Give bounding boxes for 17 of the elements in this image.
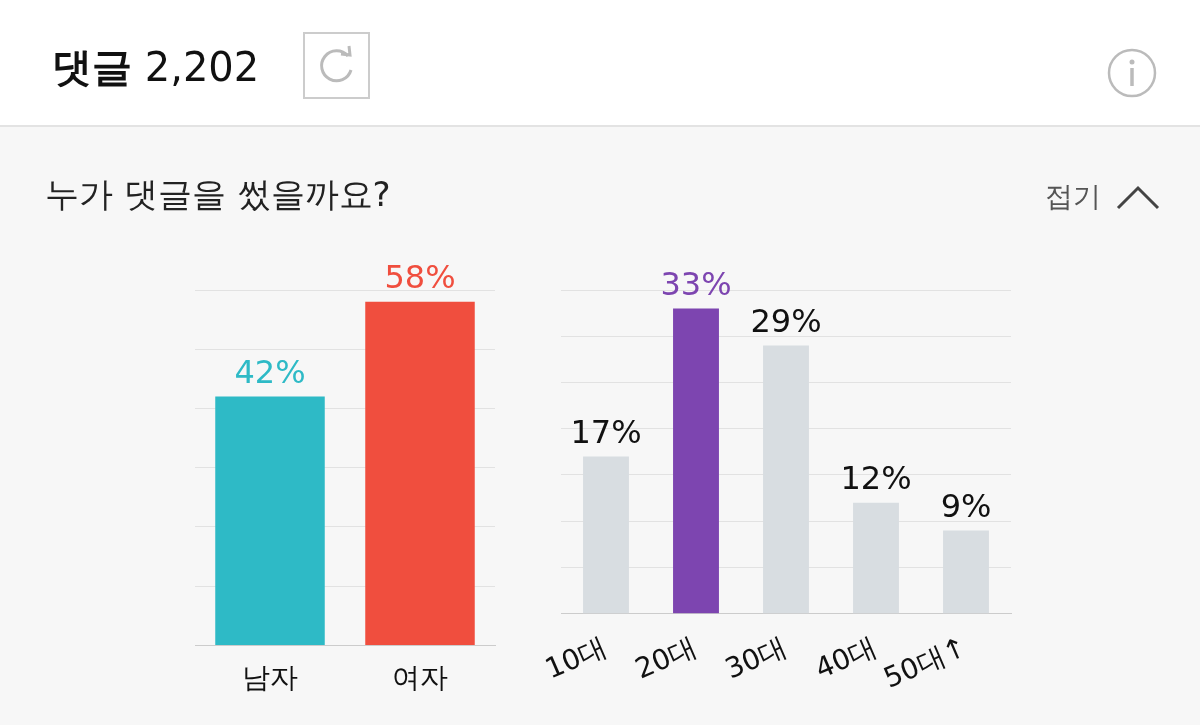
data-label: 58% bbox=[384, 258, 456, 297]
bar bbox=[673, 308, 719, 614]
x-tick-label: 30대 bbox=[720, 629, 792, 686]
x-tick-label: 남자 bbox=[242, 661, 298, 695]
x-tick-label: 20대 bbox=[630, 629, 702, 686]
x-tick-label: 여자 bbox=[392, 661, 448, 695]
text: 접기 bbox=[1045, 179, 1101, 215]
data-label: 17% bbox=[570, 412, 642, 451]
data-label: 33% bbox=[660, 264, 732, 303]
chart-subtitle: 누가 댓글을 썼을까요? bbox=[45, 173, 391, 216]
data-label: 9% bbox=[940, 486, 992, 525]
chart-title: 댓글 2,202 bbox=[52, 43, 260, 92]
data-label: 42% bbox=[234, 352, 306, 391]
x-tick-label: 40대 bbox=[810, 629, 882, 686]
x-tick-label: 10대 bbox=[540, 629, 612, 686]
data-label: 29% bbox=[750, 301, 822, 340]
data-label: 12% bbox=[840, 459, 912, 497]
